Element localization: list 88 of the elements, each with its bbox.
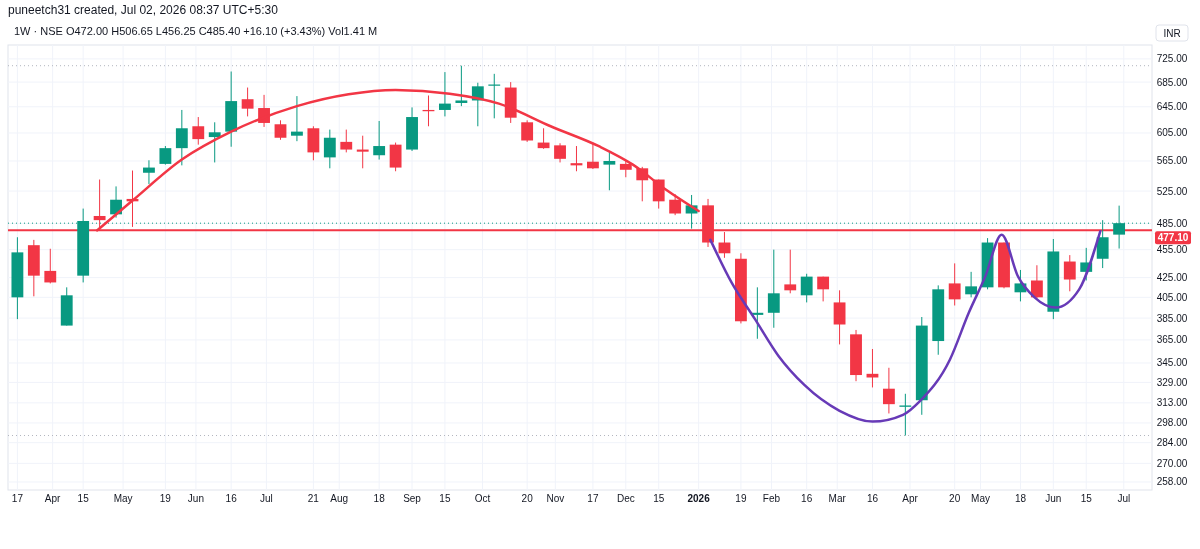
- y-tick-label: 329.00: [1156, 376, 1188, 388]
- candlestick: [274, 119, 287, 141]
- x-tick-label: Oct: [474, 493, 491, 504]
- x-tick-label: 16: [801, 493, 813, 504]
- candlestick: [784, 249, 797, 294]
- x-tick-label: 15: [439, 493, 451, 504]
- candlestick: [192, 116, 205, 146]
- candlestick: [603, 150, 616, 191]
- x-tick-label: 18: [373, 493, 386, 504]
- x-tick-label: Dec: [616, 493, 635, 504]
- candlestick: [208, 121, 221, 163]
- x-tick-label: Feb: [762, 493, 781, 504]
- candlestick: [833, 289, 846, 345]
- y-tick-label: 313.00: [1156, 397, 1188, 409]
- y-tick-label: 284.00: [1156, 437, 1188, 449]
- x-tick-label: Aug: [330, 493, 349, 504]
- x-tick-label: 16: [225, 493, 238, 504]
- y-tick-label: 645.00: [1156, 101, 1188, 113]
- y-tick-label: 685.00: [1156, 76, 1188, 88]
- x-tick-label: 17: [11, 493, 24, 504]
- candlestick: [439, 71, 451, 117]
- x-tick-label: Sep: [403, 493, 422, 504]
- candlestick: [521, 119, 534, 143]
- text: puneetch31 created, Jul 02, 2026 08:37 UTC+5:30: [8, 3, 279, 17]
- candlestick: [554, 142, 566, 163]
- y-tick-label: 405.00: [1156, 291, 1188, 303]
- y-tick-label: 525.00: [1156, 185, 1188, 197]
- y-axis-title: INR: [1163, 28, 1181, 39]
- x-tick-label: 16: [866, 493, 879, 504]
- candlestick: [817, 276, 830, 302]
- x-tick-label: 18: [1014, 493, 1027, 504]
- y-tick-label: 485.00: [1156, 218, 1188, 230]
- y-tick-label: 565.00: [1156, 155, 1188, 167]
- candlestick: [175, 109, 188, 166]
- candlestick: [389, 142, 402, 172]
- y-tick-label: 605.00: [1156, 127, 1188, 139]
- x-tick-label: 19: [735, 493, 747, 504]
- x-tick-label: May: [113, 493, 133, 504]
- x-tick-label: 15: [1080, 493, 1093, 504]
- x-tick-label: 17: [587, 493, 599, 504]
- y-tick-label: 455.00: [1156, 244, 1188, 256]
- candlestick: [767, 249, 780, 329]
- candlestick: [899, 393, 912, 437]
- x-tick-label: Apr: [902, 493, 919, 504]
- candlestick: [159, 145, 172, 166]
- y-tick-label: 365.00: [1156, 334, 1188, 346]
- chart-subtitle: 1W · NSE O472.00 H506.65 L456.25 C485.40 +16.10 (+3.43%) Vol1.41 M: [14, 25, 378, 37]
- candlestick: [537, 127, 550, 150]
- candlestick: [323, 129, 336, 169]
- y-tick-label: 425.00: [1156, 272, 1188, 284]
- candlestick: [373, 120, 386, 161]
- candlestick: [800, 273, 813, 303]
- x-tick-label: Jun: [187, 493, 204, 504]
- candlestick: [669, 193, 682, 216]
- x-tick-label: 2026: [687, 493, 711, 504]
- candlestick: [44, 248, 57, 284]
- y-tick-label: 258.00: [1156, 476, 1188, 488]
- x-tick-label: 21: [307, 493, 320, 504]
- ref-line-label: 477.10: [1157, 232, 1189, 244]
- y-tick-label: 270.00: [1156, 457, 1188, 469]
- x-tick-label: 19: [159, 493, 172, 504]
- y-tick-label: 345.00: [1156, 357, 1188, 369]
- x-tick-label: Jun: [1045, 493, 1062, 504]
- x-tick-label: 15: [653, 493, 665, 504]
- x-tick-label: Nov: [546, 493, 565, 504]
- x-tick-label: Apr: [44, 493, 62, 504]
- candlestick: [882, 367, 895, 414]
- x-tick-label: 20: [949, 493, 961, 504]
- x-tick-label: 20: [521, 493, 534, 504]
- candlestick: [1030, 264, 1043, 299]
- candlestick: [143, 159, 155, 185]
- y-tick-label: 725.00: [1156, 53, 1188, 65]
- y-tick-label: 385.00: [1156, 312, 1188, 324]
- x-tick-label: Jul: [260, 493, 273, 504]
- candlestick: [291, 95, 303, 142]
- x-tick-label: Mar: [828, 493, 847, 504]
- candlestick: [356, 135, 369, 169]
- candlestick: [587, 142, 599, 170]
- x-tick-label: 15: [77, 493, 90, 504]
- y-tick-label: 298.00: [1156, 417, 1188, 429]
- candlestick: [241, 87, 254, 117]
- candlestick: [1063, 254, 1076, 292]
- candlestick: [965, 271, 978, 298]
- x-tick-label: May: [971, 493, 990, 504]
- x-tick-label: Jul: [1117, 493, 1131, 504]
- candlestick: [948, 262, 961, 306]
- candlestick: [455, 65, 468, 107]
- candlestick: [340, 129, 353, 153]
